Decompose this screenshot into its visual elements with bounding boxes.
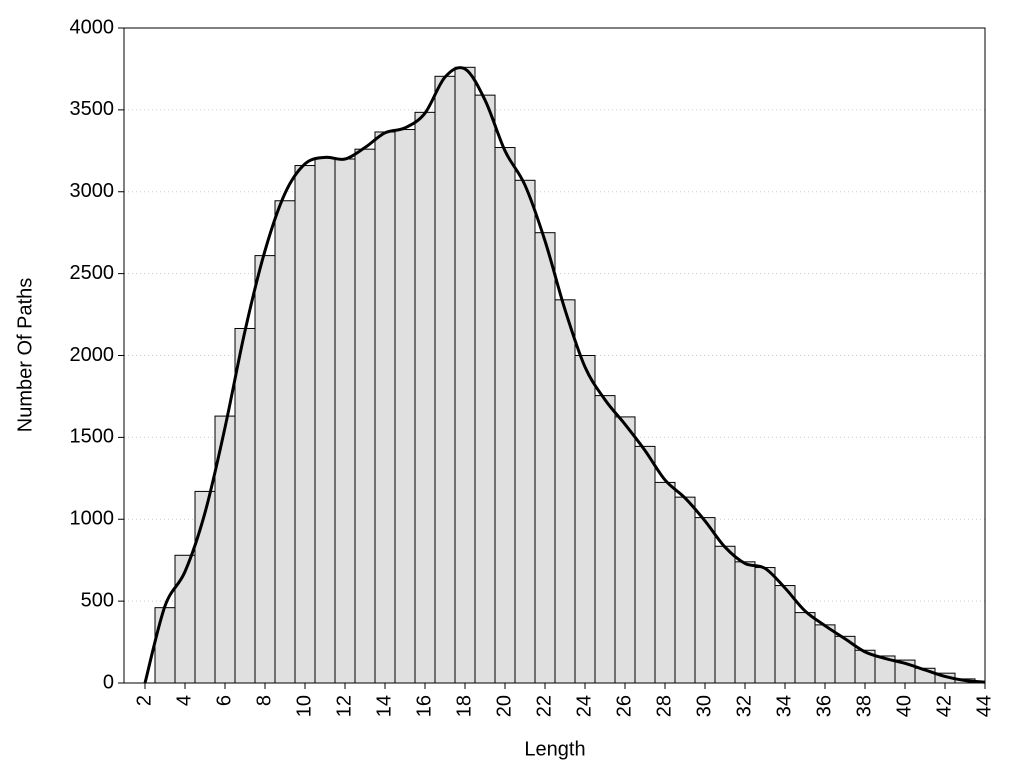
bar: [454, 66, 476, 684]
x-tick-label: 44: [973, 695, 995, 717]
plot-frame: [123, 27, 986, 684]
bar: [794, 612, 816, 684]
y-tick-label: 3000: [70, 180, 115, 202]
bar: [674, 496, 696, 684]
x-tick-label: 24: [573, 695, 595, 717]
bar: [534, 232, 556, 684]
bar: [434, 75, 456, 684]
x-tick-label: 6: [213, 695, 235, 706]
bar: [594, 395, 616, 684]
bar: [254, 255, 276, 684]
bar: [754, 567, 776, 684]
x-tick-label: 38: [853, 695, 875, 717]
y-tick-label: 3500: [70, 98, 115, 120]
y-tick-label: 2000: [70, 344, 115, 366]
y-tick-label: 1500: [70, 426, 115, 448]
x-tick-label: 32: [733, 695, 755, 717]
bar: [394, 129, 416, 684]
bar: [414, 111, 436, 684]
bar: [194, 490, 216, 684]
x-tick-label: 28: [653, 695, 675, 717]
bar: [554, 299, 576, 684]
y-tick-label: 1000: [70, 508, 115, 530]
x-tick-label: 36: [813, 695, 835, 717]
bar: [814, 624, 836, 684]
bar: [574, 355, 596, 684]
bar: [314, 157, 336, 684]
bar: [714, 545, 736, 684]
x-tick-label: 42: [933, 695, 955, 717]
x-tick-label: 4: [173, 695, 195, 706]
x-tick-label: 8: [253, 695, 275, 706]
y-tick-label: 4000: [70, 16, 115, 38]
bar: [514, 179, 536, 684]
density-line: [143, 66, 986, 684]
bar: [474, 94, 496, 684]
x-tick-label: 12: [333, 695, 355, 717]
x-tick-label: 22: [533, 695, 555, 717]
y-tick-label: 500: [81, 589, 114, 611]
x-tick-label: 2: [133, 695, 155, 706]
y-axis-label: Number Of Paths: [14, 278, 36, 433]
x-tick-label: 14: [373, 695, 395, 717]
x-axis-label: Length: [524, 738, 585, 760]
bar: [274, 200, 296, 684]
bar: [614, 416, 636, 684]
bar: [694, 517, 716, 684]
bar: [734, 561, 756, 684]
x-tick-label: 10: [293, 695, 315, 717]
bar: [234, 327, 256, 684]
x-tick-label: 26: [613, 695, 635, 717]
bar: [334, 158, 356, 684]
y-tick-label: 2500: [70, 262, 115, 284]
x-tick-label: 20: [493, 695, 515, 717]
bar: [154, 607, 176, 684]
bar: [654, 481, 676, 684]
x-tick-label: 34: [773, 695, 795, 717]
bar: [294, 165, 316, 684]
bar: [634, 445, 656, 684]
x-tick-label: 18: [453, 695, 475, 717]
bar: [774, 585, 796, 684]
bar: [494, 147, 516, 684]
y-tick-label: 0: [103, 671, 114, 693]
x-tick-label: 16: [413, 695, 435, 717]
x-tick-label: 40: [893, 695, 915, 717]
bar: [354, 148, 376, 684]
bar: [374, 131, 396, 684]
x-tick-label: 30: [693, 695, 715, 717]
